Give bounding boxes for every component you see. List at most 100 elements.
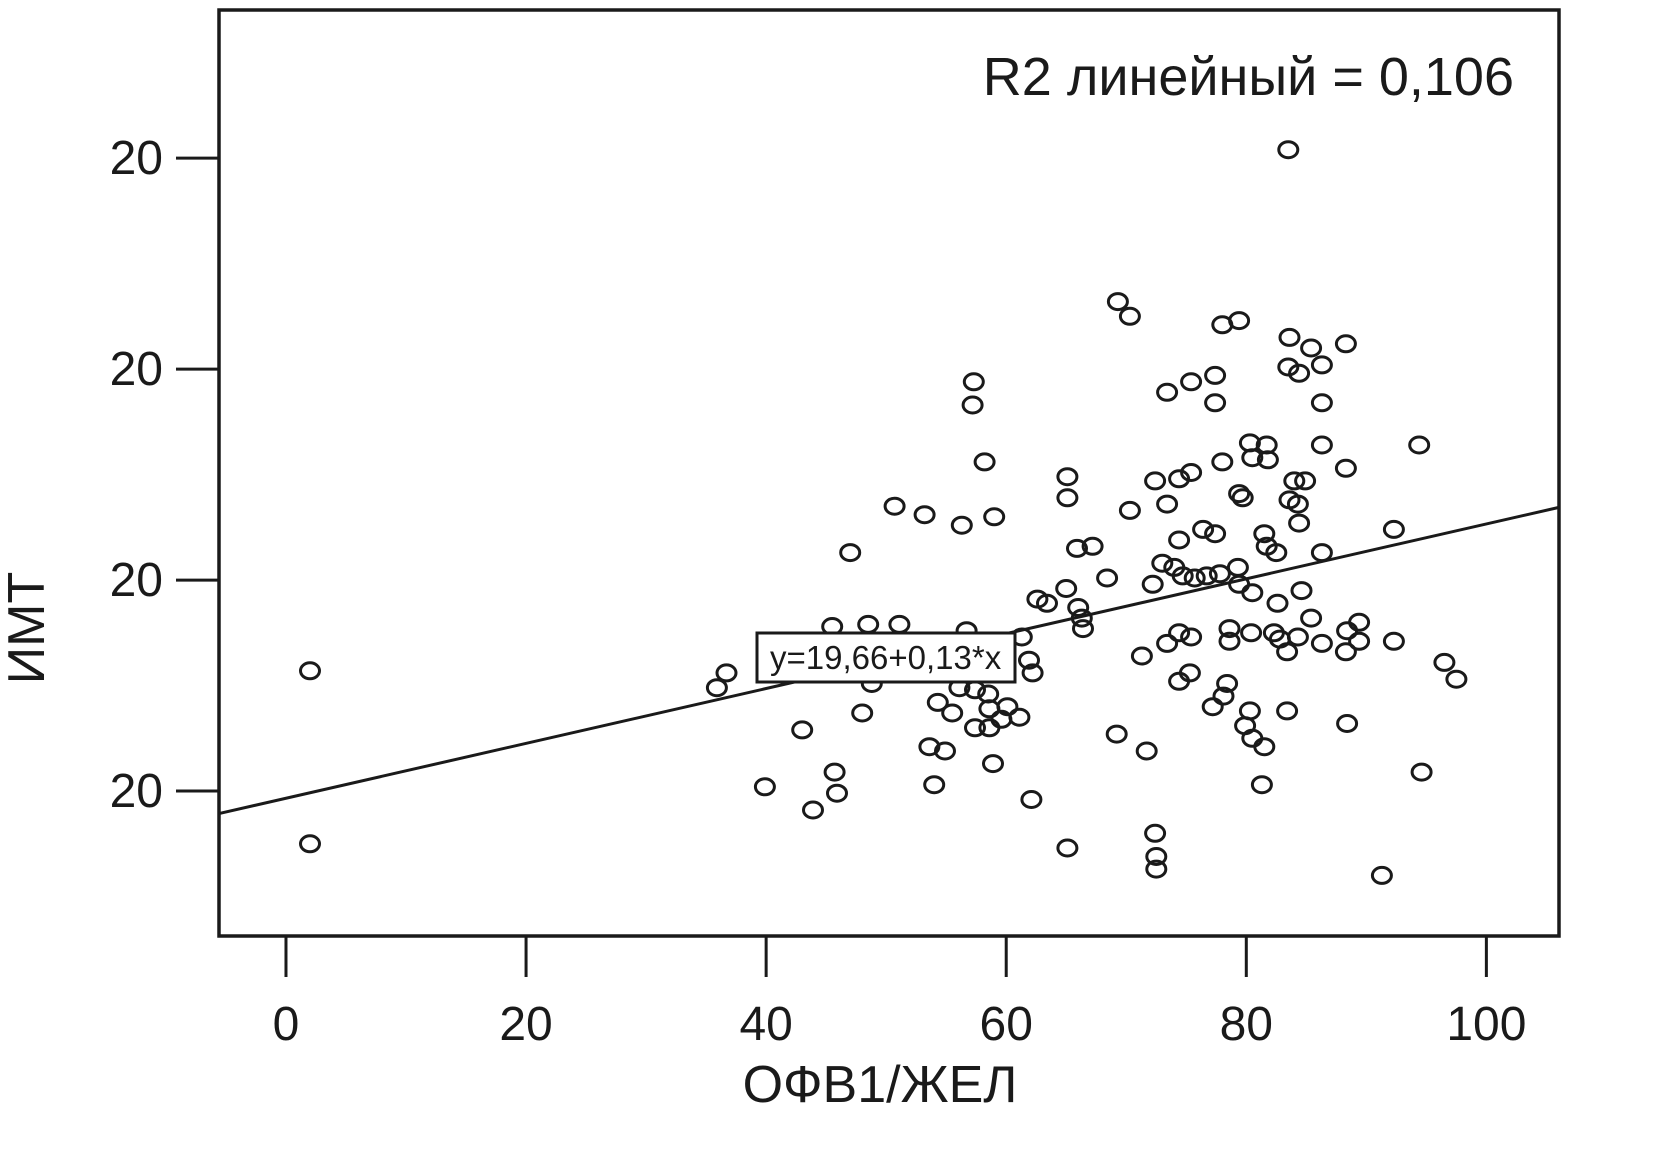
data-point: [705, 678, 728, 698]
y-tick-label: 20: [110, 554, 163, 607]
data-point: [1195, 566, 1218, 586]
equation-label-box: y=19,66+0,13*x: [755, 631, 1017, 684]
data-point: [1180, 372, 1203, 392]
data-point: [964, 718, 986, 738]
data-point: [1277, 140, 1300, 160]
data-point: [1218, 631, 1241, 651]
data-point: [1156, 494, 1179, 514]
data-point: [1228, 574, 1251, 594]
data-point: [1180, 463, 1203, 482]
data-point: [1212, 686, 1235, 706]
data-point: [1144, 471, 1167, 491]
data-point: [1156, 382, 1179, 402]
x-tick-label: 20: [499, 998, 552, 1051]
data-point: [983, 507, 1006, 527]
data-point: [1288, 513, 1311, 533]
data-point: [823, 762, 846, 782]
data-point: [299, 661, 321, 681]
data-point: [1180, 627, 1203, 647]
data-point: [1130, 646, 1153, 666]
data-point: [715, 663, 738, 683]
data-point: [913, 505, 936, 525]
data-point: [1348, 631, 1371, 651]
data-point: [934, 741, 956, 761]
data-point: [1168, 530, 1191, 550]
data-point: [1382, 519, 1405, 539]
equation-label: y=19,66+0,13*x: [770, 639, 1002, 676]
data-point: [1008, 707, 1031, 727]
data-point: [941, 703, 964, 723]
data-point: [1141, 574, 1164, 594]
data-point: [1020, 790, 1043, 809]
data-point: [1151, 553, 1174, 573]
data-point: [1156, 633, 1179, 653]
data-point: [1168, 623, 1191, 643]
data-point: [962, 372, 985, 392]
data-point: [1204, 365, 1227, 385]
data-point: [1192, 519, 1215, 539]
x-axis-title: ОФВ1/ЖЕЛ: [743, 1056, 1018, 1114]
data-point: [1370, 865, 1393, 885]
data-point: [923, 775, 946, 795]
x-tick-label: 80: [1220, 998, 1273, 1051]
axis-ticks-layer: 0 20 40 60 80 100 20 20 20 20: [110, 132, 1527, 1051]
data-point: [1276, 642, 1299, 662]
data-point: [791, 720, 814, 740]
x-tick-label: 100: [1446, 998, 1526, 1051]
x-tick-label: 60: [980, 998, 1033, 1051]
data-point: [1348, 612, 1371, 632]
data-point: [1118, 306, 1141, 326]
data-point: [1286, 627, 1309, 647]
data-point: [1228, 484, 1251, 504]
data-point: [1334, 334, 1357, 354]
data-point: [1018, 650, 1040, 670]
data-point: [1300, 608, 1323, 628]
scatter-points: [299, 140, 1468, 885]
data-point: [1105, 724, 1128, 744]
data-point: [1226, 557, 1249, 577]
data-point: [1021, 663, 1044, 683]
data-point: [1253, 524, 1276, 544]
data-point: [1290, 581, 1313, 601]
data-point: [1278, 327, 1301, 347]
data-point: [1410, 762, 1433, 782]
data-point: [1408, 435, 1431, 455]
data-point: [1276, 701, 1299, 721]
data-point: [1066, 538, 1088, 558]
data-point: [1056, 488, 1079, 508]
data-point: [982, 754, 1004, 774]
data-point: [978, 718, 1001, 738]
data-point: [1256, 450, 1279, 470]
data-point: [1211, 452, 1234, 472]
data-point: [1336, 714, 1359, 733]
data-point: [1231, 488, 1254, 508]
data-point: [1334, 642, 1357, 662]
data-point: [753, 777, 776, 797]
data-point: [1300, 338, 1323, 358]
data-point: [888, 614, 911, 634]
data-point: [851, 703, 874, 723]
data-point: [1036, 593, 1058, 613]
data-point: [1056, 838, 1079, 858]
data-point: [1055, 579, 1078, 598]
data-point: [1204, 393, 1227, 413]
data-point: [926, 692, 949, 712]
data-point: [1283, 471, 1306, 491]
data-point: [1145, 847, 1168, 866]
data-point: [1072, 619, 1094, 639]
plot-frame: [217, 8, 1561, 938]
data-point: [1216, 674, 1239, 693]
data-point: [961, 395, 984, 415]
data-point: [1382, 631, 1405, 651]
data-point: [1286, 494, 1309, 514]
x-tick-label: 0: [273, 998, 300, 1051]
data-point: [1067, 598, 1090, 617]
y-axis-title: ИМТ: [0, 572, 56, 684]
data-point: [299, 834, 321, 854]
data-point: [1334, 458, 1357, 478]
equation-box-border: [755, 631, 1017, 684]
data-point: [1310, 435, 1333, 455]
y-tick-label: 20: [110, 132, 163, 185]
data-point: [1135, 741, 1158, 761]
